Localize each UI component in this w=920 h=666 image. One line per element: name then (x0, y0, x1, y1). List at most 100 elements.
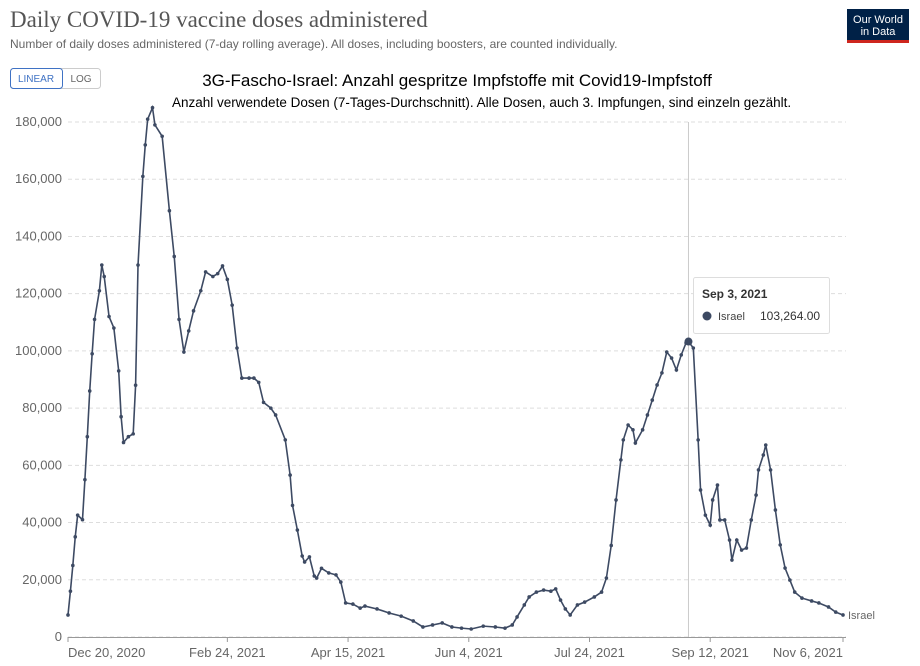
scale-toggle[interactable]: LINEAR LOG (10, 68, 101, 89)
tooltip: Sep 3, 2021 Israel 103,264.00 (693, 277, 830, 334)
data-point (247, 376, 251, 380)
data-point (621, 438, 626, 442)
data-point (756, 468, 761, 472)
data-point (273, 413, 278, 417)
data-point (225, 277, 230, 282)
data-point (319, 566, 324, 571)
data-point (68, 589, 73, 594)
data-point (288, 473, 292, 477)
data-point (198, 289, 203, 293)
data-point (809, 599, 814, 603)
data-point (121, 440, 126, 445)
data-point (515, 615, 519, 619)
y-tick-label: 40,000 (22, 515, 62, 530)
overlay-title: 3G-Fascho-Israel: Anzahl gespritze Impfs… (202, 71, 712, 90)
data-point (459, 626, 464, 630)
data-point (674, 368, 679, 372)
tooltip-swatch (702, 311, 712, 321)
data-point (645, 413, 650, 417)
data-point (343, 601, 348, 605)
data-point (203, 270, 208, 274)
data-point (703, 513, 708, 517)
data-point (97, 289, 102, 293)
data-point (90, 351, 94, 356)
data-point (312, 574, 317, 578)
data-point (220, 264, 225, 268)
data-point (92, 317, 97, 322)
data-point (240, 376, 244, 380)
data-point (631, 428, 635, 432)
data-point (800, 596, 804, 600)
data-point (761, 453, 766, 457)
data-point (145, 117, 150, 121)
data-point (749, 518, 754, 522)
x-tick-label: Nov 6, 2021 (773, 645, 843, 660)
data-point (469, 627, 473, 631)
series-label: Israel (848, 610, 875, 622)
tooltip-value: 103,264.00 (760, 309, 820, 323)
data-point (283, 438, 288, 442)
data-point (763, 443, 768, 447)
data-point (626, 423, 630, 427)
data-point (133, 383, 138, 388)
data-point (85, 434, 90, 439)
data-point (730, 558, 734, 562)
data-point (307, 555, 312, 559)
data-point (80, 517, 85, 522)
chart-title: Daily COVID-19 vaccine doses administere… (10, 7, 428, 32)
data-point (778, 543, 783, 547)
data-point (609, 543, 614, 548)
data-point (633, 441, 638, 445)
data-point (599, 590, 604, 594)
data-point (256, 380, 261, 385)
logo[interactable]: Our World in Data (847, 9, 909, 43)
data-point (744, 546, 749, 550)
data-point (534, 590, 539, 594)
data-point (136, 263, 140, 267)
data-point (116, 369, 121, 373)
data-point (450, 625, 454, 629)
data-point (655, 383, 659, 387)
x-tick-label: Jul 24, 2021 (554, 645, 625, 660)
data-point (107, 314, 111, 319)
data-point (83, 477, 87, 482)
data-point (150, 105, 155, 110)
x-tick-label: Sep 12, 2021 (672, 645, 749, 660)
x-tick-label: Dec 20, 2020 (68, 645, 145, 660)
tooltip-box (693, 277, 830, 334)
data-point (510, 623, 515, 627)
data-point (718, 518, 722, 522)
toggle-log[interactable]: LOG (70, 74, 91, 85)
data-point (375, 607, 379, 611)
data-point (326, 571, 331, 575)
data-point (73, 535, 78, 539)
data-point (541, 588, 546, 592)
data-point (421, 625, 425, 629)
y-tick-label: 120,000 (15, 286, 62, 301)
data-point (715, 483, 720, 487)
y-tick-label: 140,000 (15, 228, 62, 243)
data-point (363, 604, 367, 608)
data-point (722, 518, 727, 522)
data-point (788, 578, 792, 582)
data-point (710, 498, 715, 502)
hover-point (684, 337, 693, 346)
data-point (783, 566, 787, 570)
data-point (503, 626, 507, 630)
data-point (841, 613, 845, 617)
data-point (754, 493, 758, 497)
data-point (66, 613, 70, 617)
toggle-linear[interactable]: LINEAR (18, 74, 54, 85)
tooltip-date: Sep 3, 2021 (702, 287, 768, 301)
tooltip-series: Israel (718, 311, 745, 323)
logo-box (847, 9, 909, 43)
x-tick-label: Jun 4, 2021 (435, 645, 503, 660)
data-point (727, 538, 732, 542)
data-point (75, 513, 80, 517)
data-point (351, 602, 355, 606)
data-point (126, 434, 131, 439)
data-point (411, 619, 416, 623)
data-point (100, 263, 104, 267)
data-point (440, 621, 445, 625)
data-point (833, 610, 838, 614)
